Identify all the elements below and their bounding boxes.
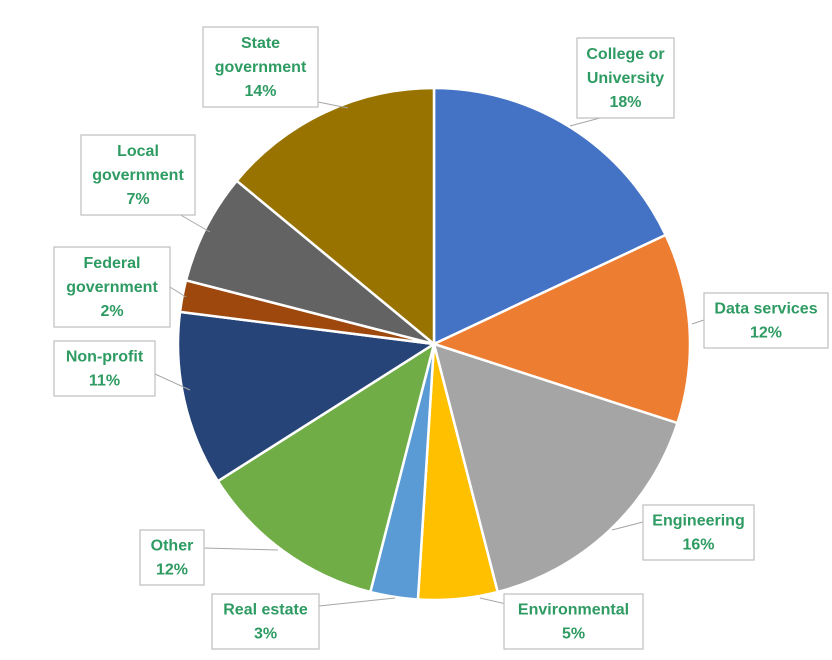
data-label-value: 18% <box>609 94 641 111</box>
data-label-category: Environmental <box>518 602 629 619</box>
data-label-data-services: Data services 12% <box>703 292 829 349</box>
pie-slice-local-government <box>184 179 435 346</box>
data-label-college-or-university: College or University 18% <box>576 37 675 119</box>
data-label-category: Local <box>117 143 159 160</box>
data-label-engineering: Engineering 16% <box>642 504 755 561</box>
leader-line-non-profit <box>154 373 191 391</box>
pie-slice-state-government <box>234 86 436 347</box>
leader-line-engineering <box>611 521 644 531</box>
label-box <box>703 292 829 349</box>
data-label-other: Other 12% <box>139 529 205 586</box>
data-label-category: government <box>92 167 184 184</box>
data-label-value: 12% <box>750 325 782 342</box>
leader-line-federal-government <box>169 286 187 298</box>
data-label-category: Other <box>151 538 194 555</box>
label-box <box>80 134 196 216</box>
leader-line-real-estate <box>318 597 396 607</box>
leader-line-data-services <box>691 319 705 325</box>
data-label-category: College or <box>586 46 664 63</box>
data-label-value: 14% <box>244 83 276 100</box>
data-label-real-estate: Real estate 3% <box>211 593 320 650</box>
pie-slice-other <box>216 341 436 594</box>
data-label-value: 11% <box>89 373 120 390</box>
data-label-value: 7% <box>126 191 149 208</box>
pie-slice-college-or-university <box>432 86 668 346</box>
data-label-non-profit: Non-profit 11% <box>53 340 156 397</box>
data-label-value: 3% <box>254 626 277 643</box>
label-box <box>576 37 675 119</box>
leader-line-state-government <box>317 101 349 109</box>
pie-slices <box>176 86 692 602</box>
data-label-federal-government: Federal government 2% <box>53 246 171 328</box>
label-box <box>53 246 171 328</box>
leader-line-college-or-university <box>569 117 601 127</box>
data-labels: College or University 18% Data services 12% E… <box>53 26 829 650</box>
label-box <box>503 593 644 650</box>
label-box <box>139 529 205 586</box>
data-label-category: government <box>66 279 158 296</box>
data-label-value: 12% <box>156 562 188 579</box>
data-label-category: Non-profit <box>66 349 144 366</box>
data-label-category: government <box>215 59 307 76</box>
label-box <box>202 26 319 108</box>
leader-line-other <box>203 547 279 551</box>
data-label-value: 2% <box>100 303 123 320</box>
label-box <box>53 340 156 397</box>
data-label-category: Real estate <box>223 602 308 619</box>
pie-slice-engineering <box>432 342 680 594</box>
data-label-category: University <box>587 70 664 87</box>
data-label-value: 16% <box>682 537 714 554</box>
pie-slice-non-profit <box>176 310 438 483</box>
pie-slice-data-services <box>430 233 692 425</box>
data-label-category: State <box>241 35 280 52</box>
data-label-state-government: State government 14% <box>202 26 319 108</box>
data-label-value: 5% <box>562 626 585 643</box>
data-label-environmental: Environmental 5% <box>503 593 644 650</box>
label-box <box>211 593 320 650</box>
data-label-local-government: Local government 7% <box>80 134 196 216</box>
data-label-category: Engineering <box>652 513 744 530</box>
data-label-category: Federal <box>84 255 141 272</box>
label-box <box>642 504 755 561</box>
data-label-category: Data services <box>714 301 817 318</box>
